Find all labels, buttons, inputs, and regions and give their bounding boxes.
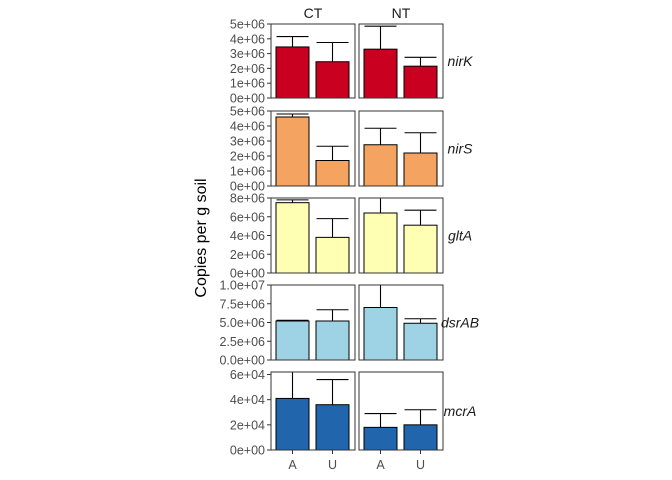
bar-mcrA-nt-a: [363, 426, 398, 451]
y-tick-label: 2e+04: [230, 418, 265, 432]
panel-nirK-nt: [358, 23, 444, 99]
y-tick-label: 2e+06: [230, 248, 265, 262]
panel-gltA-nt: [358, 197, 444, 274]
bar-nirK-ct-u: [315, 61, 350, 99]
panel-border: [358, 110, 444, 187]
bar-gltA-nt-a: [363, 212, 398, 274]
panel-nirK-ct: [270, 23, 356, 99]
bar-dsrAB-ct-u: [315, 320, 350, 361]
y-tick-label: 0e+00: [230, 267, 265, 281]
y-tick-label: 5e+06: [230, 18, 265, 32]
panel-gltA-ct: [270, 197, 356, 274]
bar-gltA-nt-u: [403, 224, 438, 274]
bar-nirS-nt-u: [403, 152, 438, 187]
bar-mcrA-nt-u: [403, 424, 438, 451]
bar-mcrA-ct-u: [315, 404, 350, 451]
gene-label-nirS: nirS: [448, 141, 474, 157]
bar-nirS-nt-a: [363, 144, 398, 187]
facet-grid: CT NT0e+001e+062e+063e+064e+065e+06nirK0e…: [219, 5, 479, 472]
y-tick-label: 8e+06: [230, 192, 265, 206]
panel-border: [358, 197, 444, 274]
panel-nirS-ct: [270, 110, 356, 187]
y-tick-label: 0e+00: [230, 444, 265, 458]
y-tick-label: 2e+06: [230, 150, 265, 164]
y-tick-label: 0e+00: [230, 180, 265, 194]
panel-row-mcrA: 0e+00 2e+04 4e+04 6e+04 mcrA: [230, 368, 476, 457]
bar-nirS-ct-u: [315, 160, 350, 187]
x-tick-label: A: [376, 458, 385, 472]
panel-border: [270, 197, 356, 274]
panel-mcrA-nt: [358, 371, 444, 451]
bar-nirK-nt-a: [363, 48, 398, 99]
panel-row-dsrAB: 0.0e+00 2.5e+06 5.0e+06 7.5e+06 1.0e+07 dsrAB: [219, 279, 479, 368]
y-tick-label: 5e+06: [230, 105, 265, 119]
y-tick-label: 4e+04: [230, 393, 265, 407]
panel-border: [270, 23, 356, 99]
bar-dsrAB-ct-a: [275, 320, 310, 361]
y-tick-label: 4e+06: [230, 32, 265, 46]
panel-nirS-nt: [358, 110, 444, 187]
panel-border: [358, 371, 444, 451]
bar-dsrAB-nt-a: [363, 307, 398, 361]
y-tick-label: 2e+06: [230, 62, 265, 76]
bar-nirK-nt-u: [403, 65, 438, 99]
y-tick-label: 1.0e+07: [219, 279, 265, 293]
panel-dsrAB-ct: [270, 284, 356, 361]
y-tick-label: 7.5e+06: [219, 297, 265, 311]
y-tick-label: 5.0e+06: [219, 316, 265, 330]
bar-gltA-ct-u: [315, 236, 350, 274]
bar-mcrA-ct-a: [275, 397, 310, 451]
panel-border: [270, 371, 356, 451]
x-tick-label: U: [416, 458, 425, 472]
y-tick-label: 6e+04: [230, 368, 265, 382]
panel-row-gltA: 0e+00 2e+06 4e+06 6e+06 8e+06 gltA: [230, 192, 472, 281]
bar-dsrAB-nt-u: [403, 322, 438, 361]
panel-border: [358, 284, 444, 361]
gene-label-dsrAB: dsrAB: [441, 315, 479, 331]
panel-mcrA-ct: [270, 371, 356, 451]
facet-label-nt: NT: [392, 5, 411, 21]
y-tick-label: 4e+06: [230, 120, 265, 134]
bar-nirK-ct-a: [275, 46, 310, 99]
panel-border: [270, 284, 356, 361]
y-tick-label: 3e+06: [230, 135, 265, 149]
y-tick-label: 6e+06: [230, 210, 265, 224]
gene-label-nirK: nirK: [448, 53, 474, 69]
bar-gltA-ct-a: [275, 202, 310, 274]
x-tick-label: A: [288, 458, 297, 472]
gene-label-mcrA: mcrA: [444, 403, 477, 419]
y-tick-label: 1e+06: [230, 77, 265, 91]
x-tick-label: U: [328, 458, 337, 472]
y-tick-label: 4e+06: [230, 229, 265, 243]
gene-label-gltA: gltA: [448, 228, 472, 244]
panel-border: [358, 23, 444, 99]
y-axis-title: Copies per g soil: [193, 178, 210, 297]
y-tick-label: 1e+06: [230, 165, 265, 179]
panel-dsrAB-nt: [358, 284, 444, 361]
y-tick-label: 2.5e+06: [219, 335, 265, 349]
y-tick-label: 0e+00: [230, 92, 265, 106]
panel-border: [270, 110, 356, 187]
facet-label-ct: CT: [304, 5, 323, 21]
bar-nirS-ct-a: [275, 116, 310, 187]
y-tick-label: 3e+06: [230, 47, 265, 61]
y-tick-label: 0.0e+00: [219, 354, 265, 368]
